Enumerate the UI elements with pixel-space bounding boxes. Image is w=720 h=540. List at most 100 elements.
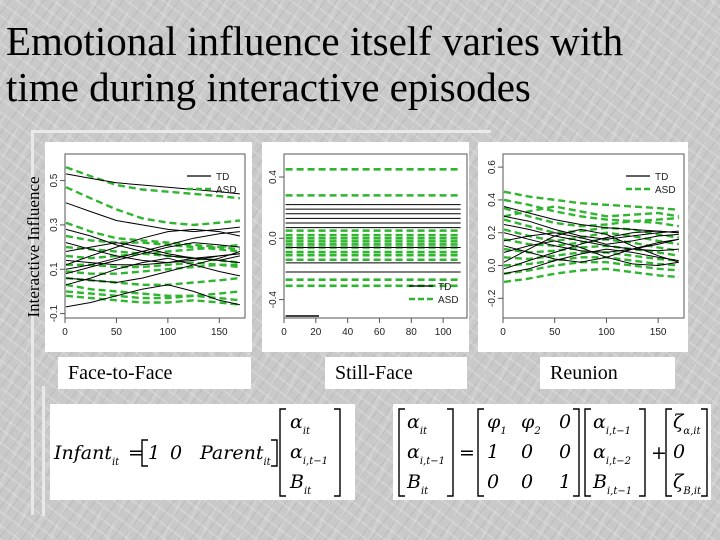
eq2-matrix-entry: φ1 (487, 411, 507, 437)
eq2-lhs-entry: αit (407, 411, 428, 437)
chart-face-to-face-svg: 0 50 100 150 -0.1 0.1 0.3 0.5 TD ASD (49, 153, 246, 338)
eq1-vec-entry: Bit (289, 471, 312, 497)
series-group (503, 190, 679, 284)
y-tick-label: 0.2 (487, 225, 498, 239)
x-tick-label: 50 (111, 327, 123, 338)
eq2-matrix-entry: 0 (521, 441, 533, 463)
chart-still-face-svg: 0 20 40 60 80 100 -0.4 0.0 0.4 TD ASD (268, 153, 468, 338)
y-tick-label: 0.0 (268, 231, 279, 245)
y-tick-label: -0.2 (487, 289, 498, 307)
panel-label-face-to-face: Face-to-Face (58, 357, 251, 389)
eq1-vec-entry: αit (290, 411, 311, 437)
plot-frame (502, 153, 685, 319)
eq2-noise-entry: ζα,it (673, 411, 701, 437)
eq2-noise-bracket-left (665, 408, 672, 497)
legend-td-label: TD (438, 282, 451, 293)
series-group (65, 166, 241, 308)
eq2-lhs-entry: Bit (406, 471, 429, 497)
eq2-vec-bracket-right (639, 408, 646, 497)
td-series-line (503, 224, 679, 252)
td-series-line (65, 202, 240, 233)
asd-series-line (65, 263, 240, 275)
legend-asd-label: ASD (655, 185, 676, 196)
x-tick-label: 50 (549, 327, 561, 338)
asd-series-line (65, 234, 241, 253)
x-tick-label: 150 (650, 327, 667, 338)
plot-frame (283, 153, 468, 319)
frame-line-left (31, 130, 34, 515)
frame-line-top (31, 130, 491, 133)
asd-series-line (65, 166, 241, 200)
eq2-vec-entry: αi,t−2 (593, 441, 631, 467)
eq1-row-bracket-left (141, 439, 148, 467)
asd-series-line (65, 221, 241, 251)
asd-series-line (503, 198, 679, 223)
td-series-line (503, 215, 679, 240)
td-series-line (65, 173, 240, 195)
x-tick-label: 0 (62, 327, 68, 338)
eq1-row-parent: Parentit (199, 442, 272, 468)
eq1-equals: = (128, 442, 144, 464)
eq2-noise-entry: 0 (673, 441, 685, 463)
td-series-line (65, 284, 241, 308)
eq2-matrix-entry: φ2 (521, 411, 541, 437)
chart-still-face: 0 20 40 60 80 100 -0.4 0.0 0.4 TD ASD (262, 142, 469, 352)
y-axis-label: Interactive Influence (24, 176, 43, 318)
chart-reunion-svg: 0 50 100 150 -0.2 0.0 0.2 0.4 0.6 TD ASD (487, 153, 685, 338)
eq1-row-1: 1 (148, 442, 160, 464)
asd-series-line (503, 267, 679, 284)
eq1-row-bracket-right (271, 439, 278, 467)
td-series-line (65, 228, 241, 266)
eq1-vec-entry: αi,t−1 (290, 441, 328, 467)
eq2-lhs-bracket-right (447, 408, 454, 497)
asd-series-line (65, 186, 241, 227)
eq2-equals: = (459, 442, 475, 464)
td-series-line (503, 240, 679, 267)
y-tick-label: 0.6 (487, 160, 498, 174)
eq2-lhs-bracket-left (398, 408, 405, 497)
equation-state-transition: αit αi,t−1 Bit = φ1 φ2 0 1 0 0 0 0 1 αi,t−1 αi,t−2 Bi,t… (393, 404, 711, 500)
x-tick-label: 150 (211, 327, 228, 338)
slide-title: Emotional influence itself varies with t… (6, 18, 624, 110)
legend-td-label: TD (655, 172, 668, 183)
eq2-lhs-entry: αi,t−1 (407, 441, 445, 467)
panel-label-still-face: Still-Face (325, 357, 467, 389)
plot-frame (64, 153, 246, 319)
x-tick-label: 40 (342, 327, 354, 338)
eq2-matrix-entry: 0 (487, 471, 499, 493)
chart-reunion: 0 50 100 150 -0.2 0.0 0.2 0.4 0.6 TD ASD (478, 142, 688, 352)
eq2-matrix-entry: 0 (559, 441, 571, 463)
y-tick-label: 0.3 (49, 218, 60, 232)
td-series-line (503, 228, 679, 263)
legend-td-label: TD (216, 172, 229, 183)
y-tick-label: 0.1 (49, 262, 60, 276)
eq2-vec-entry: αi,t−1 (593, 411, 631, 437)
y-tick-label: 0.5 (49, 173, 60, 187)
eq1-row-0: 0 (170, 442, 182, 464)
asd-series-line (503, 190, 679, 211)
td-series-line (65, 257, 241, 286)
eq2-matrix-entry: 0 (521, 471, 533, 493)
eq1-lhs: Infantit (53, 442, 120, 468)
td-series-line (503, 206, 679, 234)
td-series-line (65, 251, 241, 284)
equation-infant-observation: Infantit = 1 0 Parentit αit αi,t−1 Bit (50, 404, 355, 500)
eq2-vec-entry: Bi,t−1 (592, 471, 632, 497)
legend-asd-label: ASD (216, 185, 237, 196)
eq1-vec-bracket-left (279, 408, 286, 497)
x-tick-label: 100 (435, 327, 452, 338)
x-tick-label: 100 (160, 327, 177, 338)
x-tick-label: 60 (374, 327, 386, 338)
y-tick-label: 0.4 (268, 170, 279, 184)
td-series-line (65, 228, 240, 259)
asd-series-line (65, 283, 241, 298)
y-axis-label-box: Interactive Influence (23, 142, 45, 352)
td-series-line (503, 248, 679, 275)
y-tick-label: 0.0 (487, 258, 498, 272)
equation-infant-svg: Infantit = 1 0 Parentit αit αi,t−1 Bit (53, 408, 341, 497)
x-tick-label: 0 (281, 327, 287, 338)
td-series-line (65, 242, 241, 261)
frame-line-mid (42, 386, 45, 516)
series-group (285, 168, 461, 317)
eq2-matrix-bracket-right (573, 408, 580, 497)
